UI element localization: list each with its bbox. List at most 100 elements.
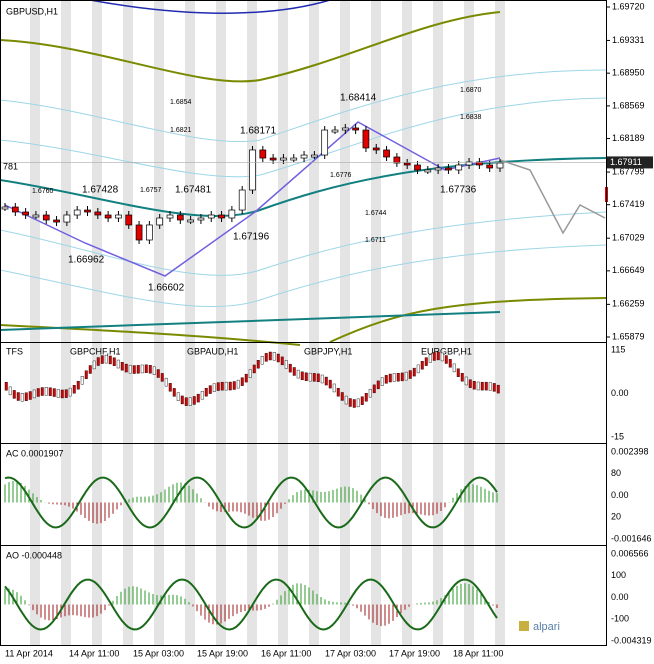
mini-candle <box>84 370 88 379</box>
mini-candle <box>320 374 324 384</box>
mini-candle <box>496 384 500 394</box>
price-annotation: 1.67196 <box>233 232 270 243</box>
panel-tick-label: 0.00 <box>611 388 629 398</box>
candle <box>393 156 401 164</box>
mini-candle <box>348 398 352 407</box>
price-annotation: 1.67736 <box>440 185 477 196</box>
stripe <box>247 0 257 645</box>
time-label: 15 Apr 19:00 <box>197 648 248 658</box>
mini-candle <box>256 360 260 369</box>
candle <box>207 214 215 219</box>
time-label: 15 Apr 03:00 <box>133 648 184 658</box>
panel-tick-label: -0.004319 <box>611 635 652 645</box>
mini-candle <box>176 392 180 401</box>
candle <box>22 211 29 216</box>
mini-candle <box>224 381 228 391</box>
mini-candle <box>16 392 20 401</box>
mini-candle <box>128 364 132 374</box>
mini-candle <box>412 367 416 377</box>
panel-symbol: EURGBP,H1 <box>421 346 472 356</box>
candle <box>249 149 256 191</box>
mini-candle <box>4 382 8 391</box>
mini-candle <box>32 389 36 399</box>
mini-candle <box>80 376 84 385</box>
price-annotation: 1.6760 <box>32 188 54 195</box>
stripe <box>30 0 40 645</box>
stripe <box>402 0 412 645</box>
mini-candle <box>260 356 264 365</box>
price-annotation: 1.6757 <box>140 187 162 194</box>
mini-candle <box>492 383 496 392</box>
mini-candle <box>336 388 340 397</box>
current-price-box <box>607 156 653 169</box>
mini-candle <box>284 360 288 369</box>
mini-candle <box>64 389 68 398</box>
mini-candle <box>324 376 328 386</box>
candle <box>176 214 184 221</box>
candle <box>125 214 133 226</box>
mini-candle <box>252 364 256 374</box>
candle <box>104 214 112 219</box>
mini-candle <box>56 389 60 398</box>
mini-candle <box>464 376 468 386</box>
price-tick-label: 1.67419 <box>612 199 645 209</box>
mini-candle <box>232 381 236 390</box>
candle <box>311 154 318 158</box>
candle <box>115 214 122 219</box>
price-tick-label: 1.67029 <box>612 233 645 243</box>
panel-title: AC 0.0001907 <box>6 448 64 458</box>
panel-symbol: GBPCHF,H1 <box>70 346 121 356</box>
price-annotation: 1.68171 <box>240 126 277 137</box>
panel-tick-label: 0.002398 <box>611 446 649 456</box>
mini-candle <box>300 371 304 381</box>
mini-candle <box>212 383 216 392</box>
candle <box>434 167 442 171</box>
candle <box>1 206 9 210</box>
candle <box>269 157 277 161</box>
logo-icon <box>519 621 529 631</box>
mini-candle <box>112 357 116 366</box>
mini-candle <box>308 372 312 382</box>
frame <box>0 0 607 646</box>
price-annotation: 1.68414 <box>340 93 377 104</box>
mini-candle <box>432 352 436 361</box>
price-annotation: 1.66962 <box>68 255 105 266</box>
mini-candle <box>100 355 104 364</box>
candle <box>424 169 432 173</box>
symbol-title: GBPUSD,H1 <box>6 6 58 16</box>
candle <box>42 214 50 221</box>
price-tick-label: 1.69331 <box>612 35 645 45</box>
time-label: 14 Apr 11:00 <box>69 648 119 658</box>
candle <box>362 129 370 149</box>
candle <box>372 147 380 151</box>
mini-candle <box>144 364 148 373</box>
mini-candle <box>360 396 364 405</box>
mini-candle <box>408 370 412 379</box>
mini-candle <box>76 380 80 390</box>
mini-candle <box>280 356 284 366</box>
mini-candle <box>272 352 276 361</box>
mini-candle <box>372 384 376 394</box>
price-tick-label: 1.67799 <box>612 166 645 176</box>
candle <box>166 214 174 219</box>
mini-candle <box>140 364 144 374</box>
oscillator-line <box>4 578 498 631</box>
panel-title: AO -0.000448 <box>6 550 62 560</box>
mini-candle <box>268 351 272 361</box>
mini-candle <box>60 389 64 399</box>
mini-candle <box>332 383 336 393</box>
mini-candle <box>352 399 356 408</box>
mini-candle <box>20 393 24 402</box>
mini-candle <box>316 373 320 383</box>
candle <box>135 224 143 241</box>
mini-candle <box>120 362 124 371</box>
mini-candle <box>184 397 188 406</box>
mini-candle <box>68 387 72 397</box>
mini-candle <box>440 352 444 362</box>
candle <box>290 157 298 161</box>
oscillator-line <box>4 476 498 529</box>
panel-symbol: GBPJPY,H1 <box>304 346 352 356</box>
mini-candle <box>108 355 112 365</box>
candle <box>341 127 349 131</box>
